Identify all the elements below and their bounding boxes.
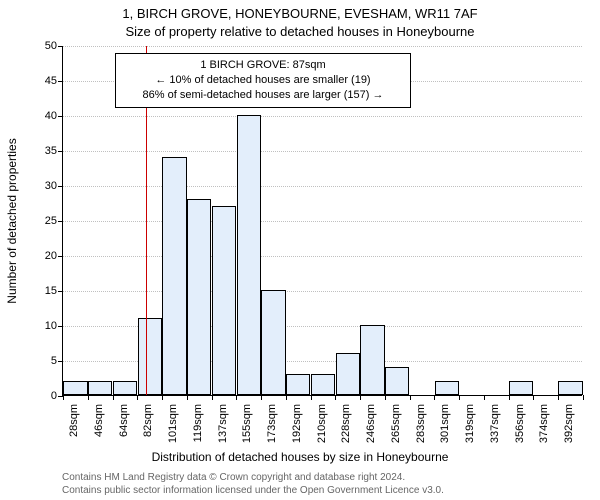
- x-tick-label: 374sqm: [538, 404, 550, 484]
- histogram-bar: [237, 115, 261, 395]
- gridline: [63, 116, 582, 117]
- x-tick-label: 337sqm: [489, 404, 501, 484]
- histogram-bar: [88, 381, 112, 395]
- x-tick-mark: [335, 395, 336, 400]
- x-tick-mark: [509, 395, 510, 400]
- plot-area: 1 BIRCH GROVE: 87sqm← 10% of detached ho…: [62, 46, 582, 396]
- x-axis-label: Distribution of detached houses by size …: [0, 450, 600, 464]
- annotation-line: ← 10% of detached houses are smaller (19…: [124, 73, 402, 88]
- y-tick-mark: [58, 46, 63, 47]
- histogram-bar: [187, 199, 211, 395]
- histogram-bar: [509, 381, 533, 395]
- attribution-line2: Contains public sector information licen…: [62, 485, 444, 498]
- attribution-text: Contains HM Land Registry data © Crown c…: [62, 472, 444, 497]
- x-tick-mark: [410, 395, 411, 400]
- histogram-bar: [261, 290, 285, 395]
- y-tick-label: 25: [17, 215, 57, 227]
- x-tick-mark: [187, 395, 188, 400]
- histogram-bar: [212, 206, 236, 395]
- histogram-bar: [162, 157, 186, 395]
- histogram-bar: [336, 353, 360, 395]
- x-tick-mark: [286, 395, 287, 400]
- gridline: [63, 46, 582, 47]
- annotation-line: 1 BIRCH GROVE: 87sqm: [124, 58, 402, 73]
- y-tick-label: 40: [17, 110, 57, 122]
- y-tick-mark: [58, 221, 63, 222]
- y-tick-mark: [58, 81, 63, 82]
- x-tick-mark: [212, 395, 213, 400]
- x-tick-mark: [484, 395, 485, 400]
- x-tick-mark: [583, 395, 584, 400]
- x-tick-mark: [63, 395, 64, 400]
- annotation-line: 86% of semi-detached houses are larger (…: [124, 88, 402, 103]
- histogram-bar: [113, 381, 137, 395]
- y-tick-label: 50: [17, 40, 57, 52]
- x-tick-mark: [558, 395, 559, 400]
- x-tick-mark: [261, 395, 262, 400]
- histogram-bar: [138, 318, 162, 395]
- x-tick-label: 319sqm: [464, 404, 476, 484]
- figure-container: 1, BIRCH GROVE, HONEYBOURNE, EVESHAM, WR…: [0, 0, 600, 500]
- y-tick-label: 15: [17, 285, 57, 297]
- histogram-bar: [286, 374, 310, 395]
- x-tick-mark: [311, 395, 312, 400]
- y-tick-mark: [58, 326, 63, 327]
- gridline: [63, 186, 582, 187]
- x-tick-mark: [459, 395, 460, 400]
- histogram-bar: [311, 374, 335, 395]
- y-tick-label: 10: [17, 320, 57, 332]
- x-tick-mark: [236, 395, 237, 400]
- x-tick-mark: [385, 395, 386, 400]
- y-tick-label: 20: [17, 250, 57, 262]
- chart-title-line2: Size of property relative to detached ho…: [0, 24, 600, 39]
- x-tick-label: 356sqm: [514, 404, 526, 484]
- gridline: [63, 151, 582, 152]
- y-tick-label: 0: [17, 390, 57, 402]
- annotation-box: 1 BIRCH GROVE: 87sqm← 10% of detached ho…: [115, 53, 411, 108]
- histogram-bar: [558, 381, 582, 395]
- y-tick-mark: [58, 151, 63, 152]
- y-tick-label: 35: [17, 145, 57, 157]
- attribution-line1: Contains HM Land Registry data © Crown c…: [62, 472, 444, 485]
- chart-title-line1: 1, BIRCH GROVE, HONEYBOURNE, EVESHAM, WR…: [0, 6, 600, 21]
- histogram-bar: [63, 381, 87, 395]
- x-tick-mark: [137, 395, 138, 400]
- histogram-bar: [360, 325, 384, 395]
- x-tick-mark: [88, 395, 89, 400]
- y-tick-mark: [58, 291, 63, 292]
- x-tick-label: 392sqm: [563, 404, 575, 484]
- y-tick-mark: [58, 186, 63, 187]
- y-tick-mark: [58, 361, 63, 362]
- x-tick-mark: [533, 395, 534, 400]
- x-tick-mark: [113, 395, 114, 400]
- x-tick-mark: [434, 395, 435, 400]
- gridline: [63, 291, 582, 292]
- y-tick-mark: [58, 116, 63, 117]
- y-tick-label: 30: [17, 180, 57, 192]
- histogram-bar: [435, 381, 459, 395]
- gridline: [63, 256, 582, 257]
- histogram-bar: [385, 367, 409, 395]
- gridline: [63, 221, 582, 222]
- y-tick-label: 45: [17, 75, 57, 87]
- x-tick-mark: [360, 395, 361, 400]
- y-tick-label: 5: [17, 355, 57, 367]
- x-tick-mark: [162, 395, 163, 400]
- y-tick-mark: [58, 256, 63, 257]
